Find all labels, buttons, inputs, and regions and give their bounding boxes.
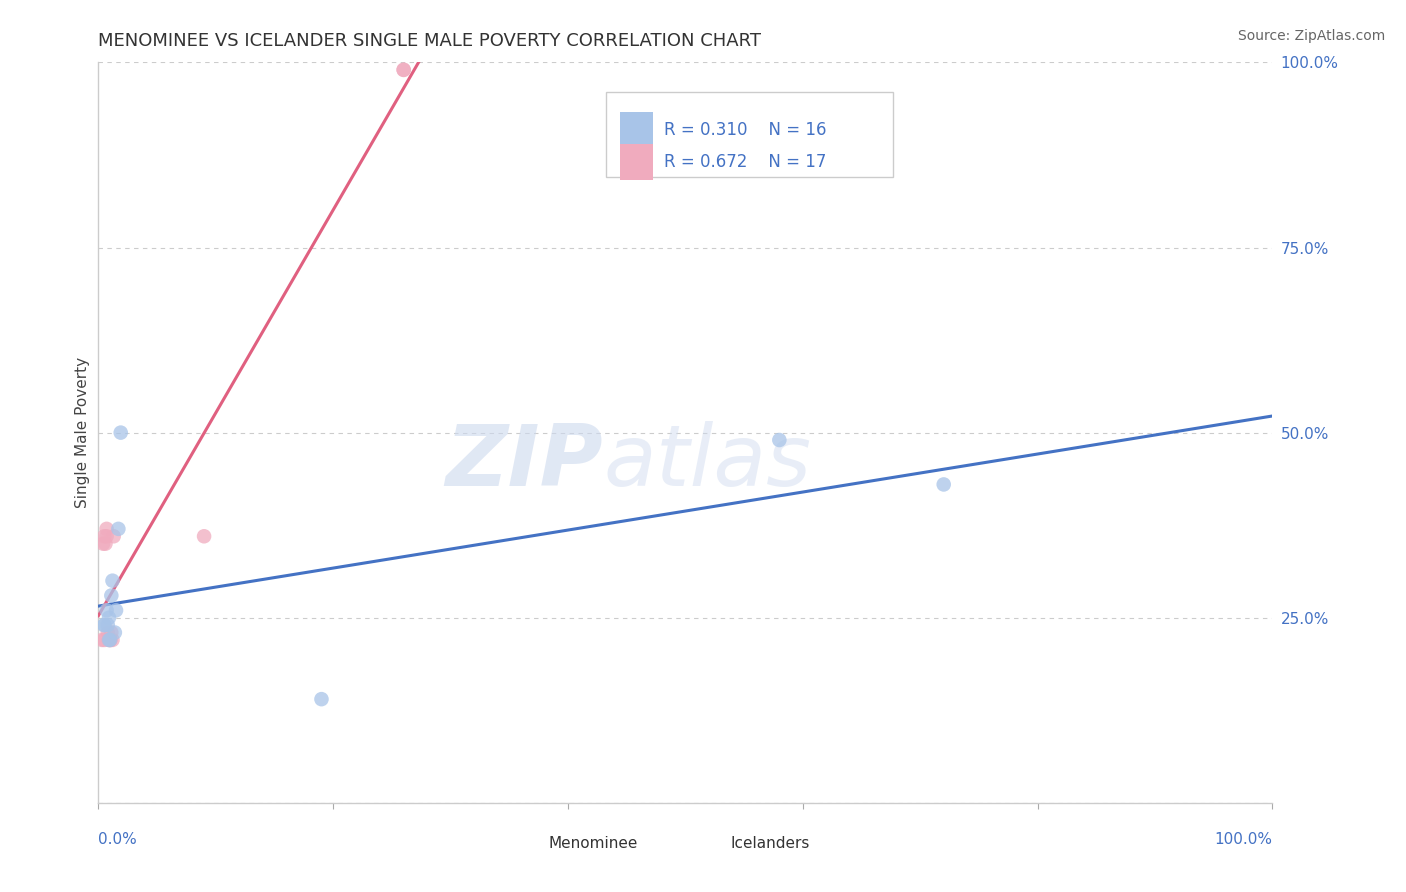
Point [93,632,115,647]
Point [193,529,215,543]
FancyBboxPatch shape [620,112,652,147]
Text: 0.0%: 0.0% [98,831,138,847]
Point [311,692,333,706]
FancyBboxPatch shape [697,833,718,854]
Point [98,632,121,647]
Point [96,603,118,617]
Point [107,522,129,536]
Y-axis label: Single Male Poverty: Single Male Poverty [75,357,90,508]
Text: Menominee: Menominee [548,836,637,851]
FancyBboxPatch shape [515,833,536,854]
FancyBboxPatch shape [606,92,893,178]
Text: Source: ZipAtlas.com: Source: ZipAtlas.com [1237,29,1385,44]
Text: atlas: atlas [603,421,811,504]
Point [103,529,125,543]
Point [101,632,124,647]
Text: MENOMINEE VS ICELANDER SINGLE MALE POVERTY CORRELATION CHART: MENOMINEE VS ICELANDER SINGLE MALE POVER… [98,32,762,50]
Point [98,632,121,647]
Point [104,625,127,640]
Point [392,62,415,77]
Text: ZIP: ZIP [446,421,603,504]
Point [100,589,122,603]
Point [97,625,120,640]
Point [93,618,115,632]
Text: R = 0.672    N = 17: R = 0.672 N = 17 [664,153,827,171]
Text: Icelanders: Icelanders [730,836,810,851]
Point [91,536,114,550]
Point [98,632,121,647]
Point [97,618,120,632]
Point [110,425,132,440]
Point [93,618,115,632]
Text: 100.0%: 100.0% [1215,831,1272,847]
Point [96,529,118,543]
Point [100,625,122,640]
Point [105,603,128,617]
Point [101,574,124,588]
Point [768,433,790,447]
Point [392,62,415,77]
Point [91,632,114,647]
Point [94,536,117,550]
Point [98,632,121,647]
Point [98,610,121,624]
Point [98,632,121,647]
Point [932,477,955,491]
Point [93,529,115,543]
Text: R = 0.310    N = 16: R = 0.310 N = 16 [664,120,827,138]
Point [96,522,118,536]
FancyBboxPatch shape [620,145,652,179]
